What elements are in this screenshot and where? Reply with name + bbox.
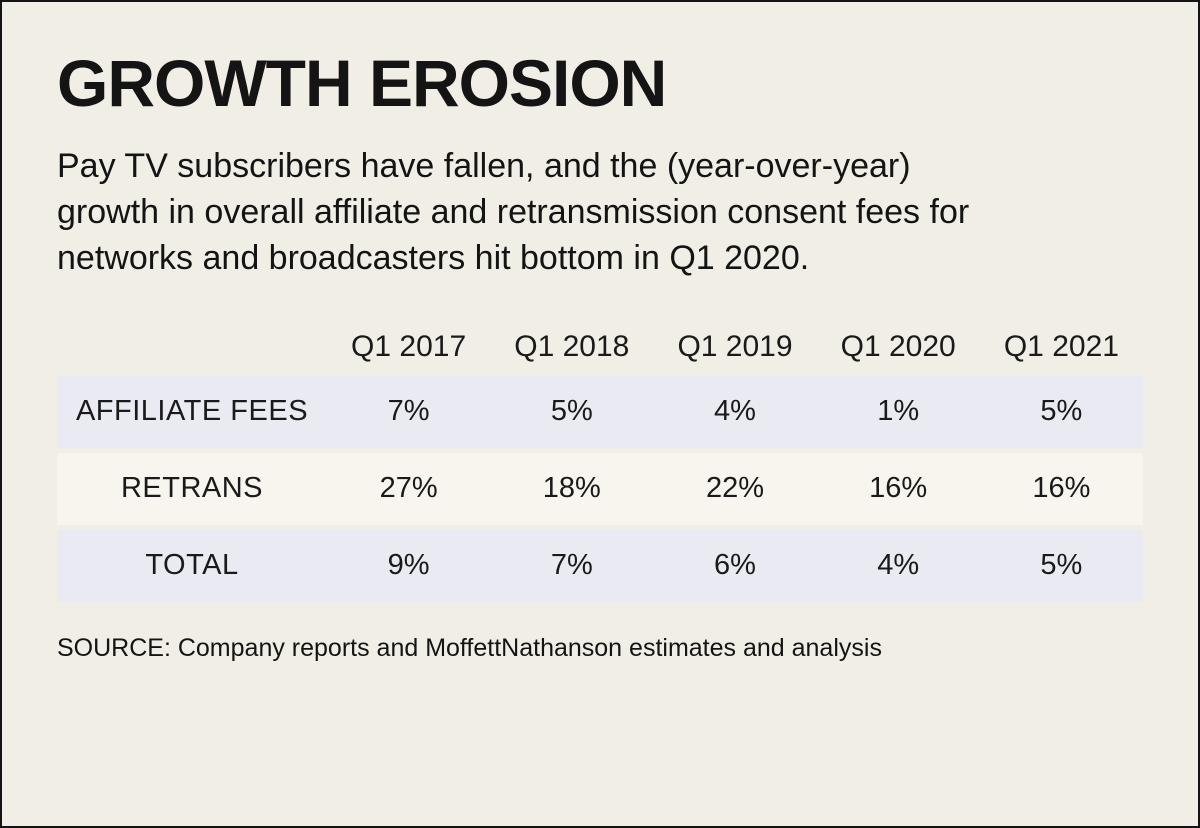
row-label: AFFILIATE FEES (75, 395, 309, 428)
table-header-row: Q1 2017 Q1 2018 Q1 2019 Q1 2020 Q1 2021 (57, 318, 1143, 376)
source-credit: SOURCE: Company reports and MoffettNatha… (57, 633, 882, 662)
column-header: Q1 2021 (1003, 329, 1119, 363)
page-title: GROWTH EROSION (57, 46, 667, 120)
data-table: Q1 2017 Q1 2018 Q1 2019 Q1 2020 Q1 2021 … (57, 318, 1143, 602)
subtitle: Pay TV subscribers have fallen, and the … (57, 147, 970, 277)
cell: 9% (387, 549, 430, 582)
cell: 7% (550, 549, 593, 582)
cell: 22% (705, 472, 765, 505)
cell: 4% (714, 395, 756, 428)
row-label: RETRANS (120, 472, 264, 505)
cell: 4% (877, 549, 920, 582)
cell: 5% (1040, 395, 1083, 428)
table-row-retrans: RETRANS 27% 18% 22% 16% 16% (57, 452, 1143, 525)
table-row-affiliate-fees: AFFILIATE FEES 7% 5% 4% 1% 5% (57, 375, 1143, 448)
row-label: TOTAL (145, 549, 239, 582)
cell: 16% (869, 472, 928, 505)
cell: 5% (1040, 549, 1083, 582)
column-header: Q1 2018 (514, 329, 630, 363)
cell: 5% (550, 395, 593, 428)
column-header: Q1 2019 (677, 329, 793, 363)
cell: 6% (714, 549, 756, 582)
cell: 16% (1032, 472, 1091, 505)
cell: 27% (379, 472, 438, 505)
column-header: Q1 2017 (351, 329, 467, 363)
table-row-total: TOTAL 9% 7% 6% 4% 5% (57, 529, 1143, 602)
cell: 7% (387, 395, 430, 428)
cell: 1% (877, 395, 920, 428)
cell: 18% (542, 472, 601, 505)
column-header: Q1 2020 (840, 329, 956, 363)
